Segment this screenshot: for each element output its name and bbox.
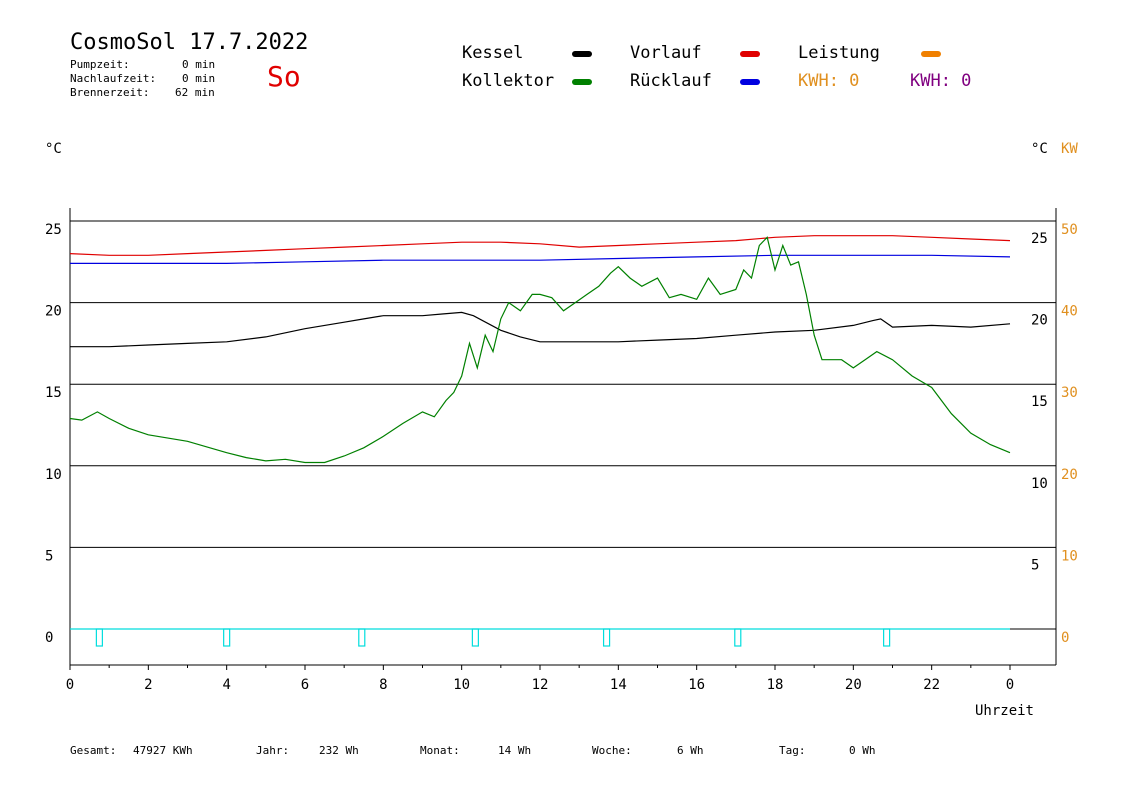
legend-ruecklauf-swatch [740,79,760,85]
y-tick-label-right-c: 25 [1031,231,1048,247]
x-tick-label: 4 [222,677,230,693]
x-tick-label: 8 [379,677,387,693]
x-tick-label: 12 [532,677,549,693]
legend-kollektor-swatch [572,79,592,85]
stat-brennerzeit-value: 62 min [175,86,215,99]
y-tick-label-right-c: 5 [1031,557,1039,573]
x-tick-label: 20 [845,677,862,693]
legend-kessel-label: Kessel [462,43,524,63]
y-tick-label-right-kw: 50 [1061,222,1078,238]
legend-leistung-swatch [921,51,941,57]
legend-ruecklauf-label: Rücklauf [630,71,712,91]
stat-pumpzeit-label: Pumpzeit: [70,58,130,71]
pump-marker [602,628,611,647]
stat-nachlaufzeit-label: Nachlaufzeit: [70,72,157,85]
y-tick-label-right-kw: 0 [1061,630,1069,646]
kwh-orange-value: KWH: 0 [798,71,860,91]
pump-marker [358,628,366,647]
pump-marker [95,628,103,647]
weekday-label: So [267,60,301,93]
y-tick-label-right-kw: 20 [1061,467,1078,483]
series-line-kollektor [69,236,1011,464]
kwh-purple-value: KWH: 0 [910,71,972,91]
x-tick-label: 0 [1006,677,1014,693]
x-tick-label: 10 [453,677,470,693]
footer-gesamt-label: Gesamt: [70,744,117,757]
x-tick-label: 16 [688,677,705,693]
legend-leistung-label: Leistung [798,43,880,63]
y-tick-label-left: 10 [45,467,62,483]
footer-woche-label: Woche: [592,744,632,757]
x-tick-label: 18 [767,677,784,693]
y-tick-label-left: 25 [45,222,62,238]
y-tick-label-left: 15 [45,385,62,401]
x-tick-label: 2 [144,677,152,693]
x-tick-label: 0 [66,677,74,693]
y-tick-label-right-kw: 40 [1061,304,1078,320]
legend-kessel-swatch [572,51,592,57]
pump-marker [734,628,742,647]
x-tick-label: 6 [301,677,309,693]
x-axis-label: Uhrzeit [975,703,1034,719]
y-tick-label-right-c: 10 [1031,476,1048,492]
series-line-vorlauf [69,235,1011,256]
series-line-rcklauf [70,254,1011,264]
footer-jahr-value: 232 Wh [319,744,359,757]
y-tick-label-right-kw: 10 [1061,548,1078,564]
legend-vorlauf-swatch [740,51,760,57]
pump-marker [883,628,891,647]
x-tick-label: 22 [923,677,940,693]
y-tick-label-right-c: 20 [1031,313,1048,329]
footer-tag-label: Tag: [779,744,806,757]
y-tick-label-right-kw: 30 [1061,385,1078,401]
stat-brennerzeit-label: Brennerzeit: [70,86,150,99]
footer-woche-value: 6 Wh [677,744,704,757]
pump-marker [471,628,479,647]
pump-marker [223,628,231,647]
right-unit-c-label: °C [1031,141,1048,157]
left-unit-label: °C [45,141,62,157]
series-line-kessel [70,311,1011,348]
y-tick-label-left: 0 [45,630,53,646]
footer-tag-value: 0 Wh [849,744,876,757]
footer-monat-label: Monat: [420,744,460,757]
y-tick-label-left: 20 [45,304,62,320]
stat-pumpzeit-value: 0 min [182,58,216,71]
x-tick-label: 14 [610,677,627,693]
legend-vorlauf-label: Vorlauf [630,43,702,63]
right-unit-kw-label: KW [1061,141,1078,157]
y-tick-label-left: 5 [45,548,53,564]
stat-nachlaufzeit-value: 0 min [182,72,216,85]
footer-monat-value: 14 Wh [498,744,532,757]
y-tick-label-right-c: 15 [1031,394,1048,410]
legend-kollektor-label: Kollektor [462,71,555,91]
footer-gesamt-value: 47927 KWh [133,744,193,757]
chart-title: CosmoSol 17.7.2022 [70,30,309,55]
footer-jahr-label: Jahr: [256,744,290,757]
